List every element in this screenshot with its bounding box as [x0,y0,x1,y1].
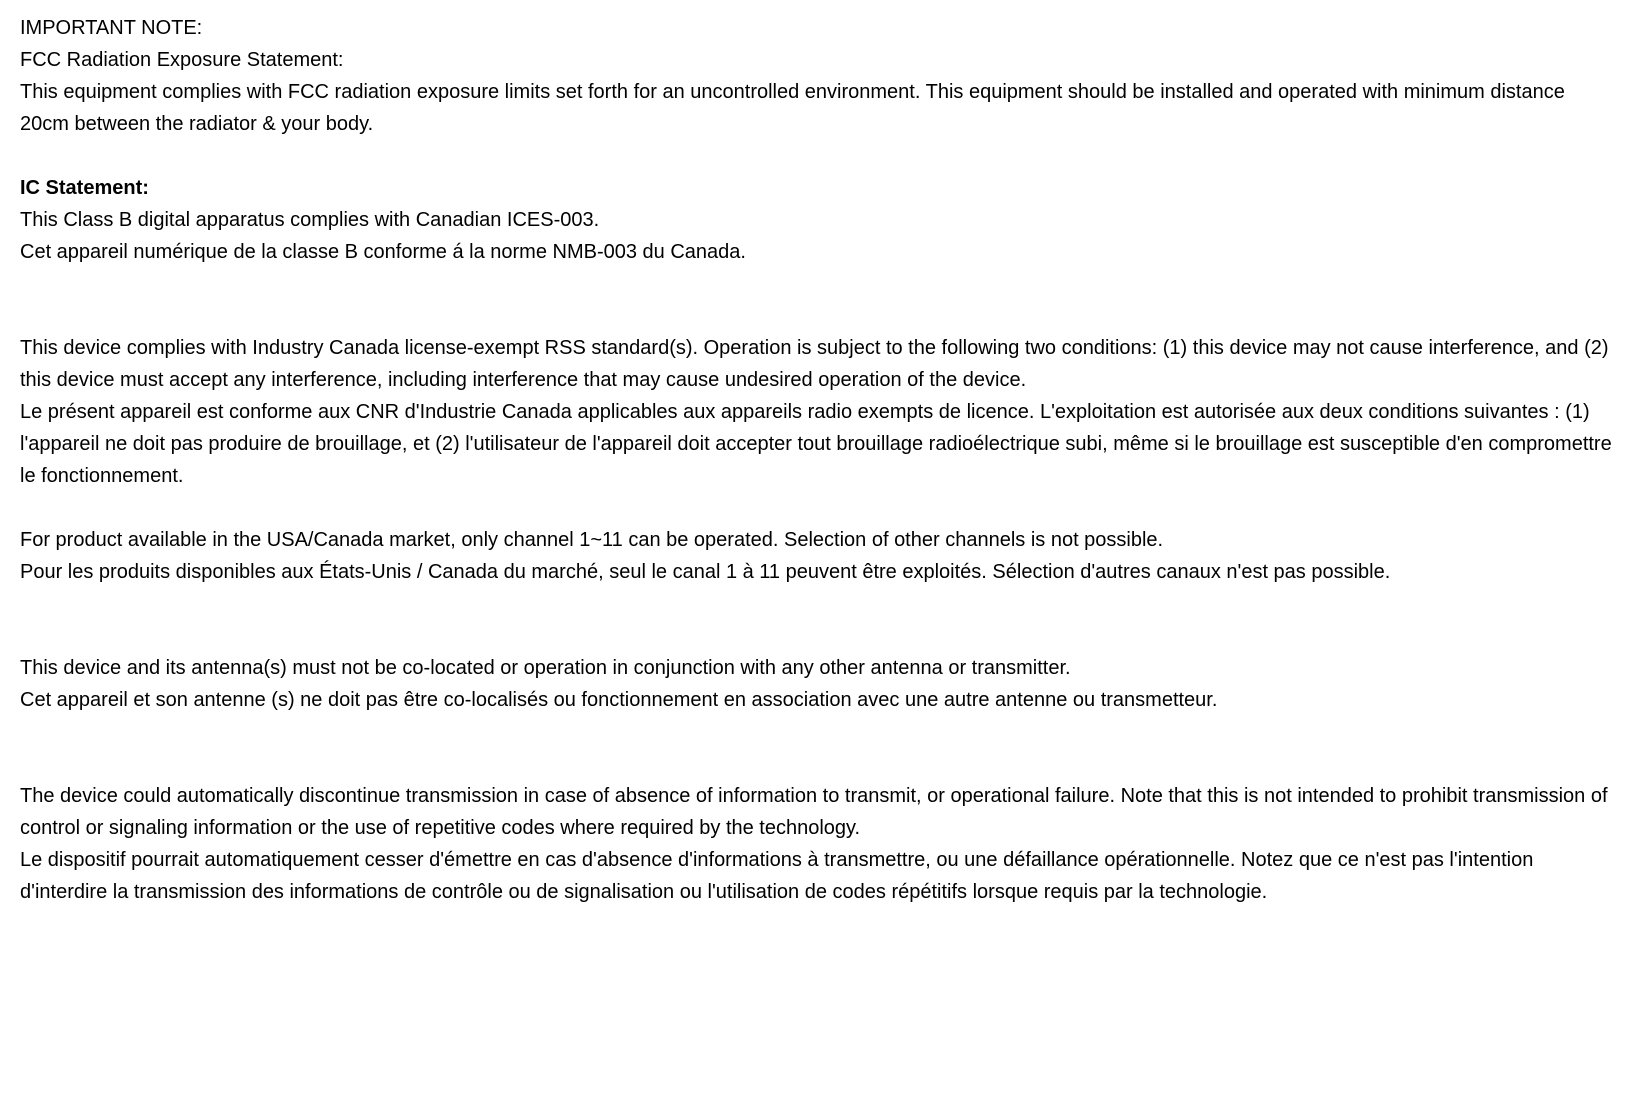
paragraph: This device complies with Industry Canad… [20,332,1616,396]
paragraph: Le présent appareil est conforme aux CNR… [20,396,1616,492]
paragraph: Cet appareil et son antenne (s) ne doit … [20,684,1616,716]
blank-line [20,492,1616,524]
blank-line [20,140,1616,172]
paragraph: The device could automatically discontin… [20,780,1616,844]
paragraph: FCC Radiation Exposure Statement: [20,44,1616,76]
paragraph: This device and its antenna(s) must not … [20,652,1616,684]
paragraph: Pour les produits disponibles aux États-… [20,556,1616,588]
paragraph: This equipment complies with FCC radiati… [20,76,1616,140]
document-body: IMPORTANT NOTE:FCC Radiation Exposure St… [20,12,1616,908]
blank-line [20,716,1616,780]
paragraph: Le dispositif pourrait automatiquement c… [20,844,1616,908]
paragraph: For product available in the USA/Canada … [20,524,1616,556]
paragraph: This Class B digital apparatus complies … [20,204,1616,236]
paragraph: IMPORTANT NOTE: [20,12,1616,44]
paragraph: Cet appareil numérique de la classe B co… [20,236,1616,268]
blank-line [20,268,1616,332]
blank-line [20,588,1616,652]
paragraph: IC Statement: [20,172,1616,204]
